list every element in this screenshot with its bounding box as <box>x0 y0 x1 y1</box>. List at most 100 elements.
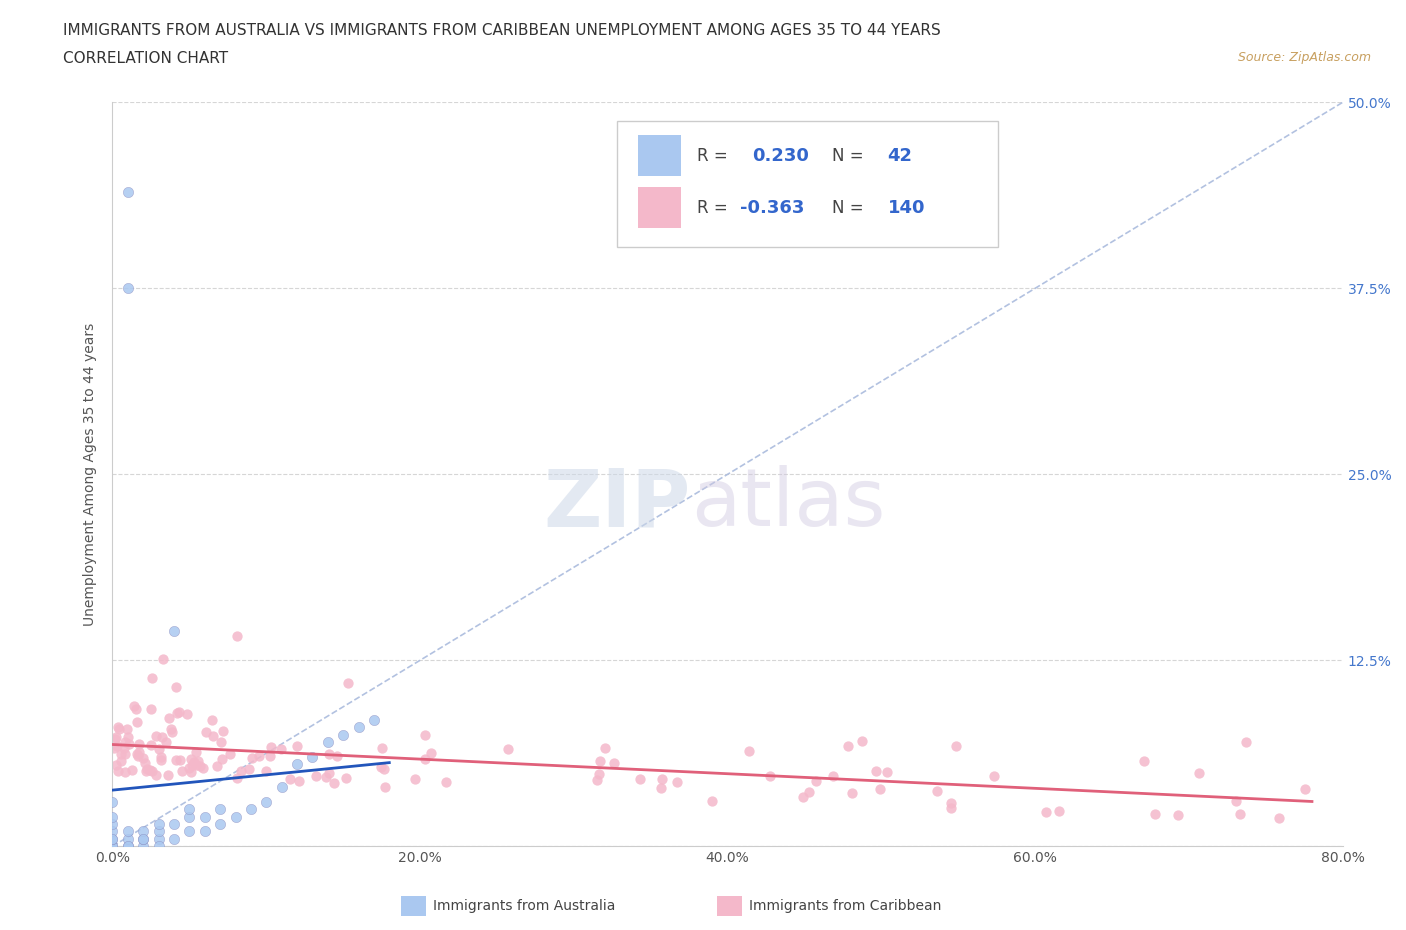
Point <box>851 733 873 748</box>
Point <box>759 769 782 784</box>
Point <box>176 707 198 722</box>
Point <box>260 740 283 755</box>
Text: N =: N = <box>832 147 869 165</box>
Point <box>163 831 186 846</box>
Point <box>869 782 891 797</box>
Text: Immigrants from Caribbean: Immigrants from Caribbean <box>749 898 942 913</box>
Point <box>149 750 172 764</box>
Point <box>278 772 301 787</box>
Point <box>157 767 180 782</box>
Point <box>139 701 162 716</box>
Point <box>104 731 127 746</box>
Point <box>434 775 457 790</box>
Point <box>117 839 139 854</box>
Text: R =: R = <box>697 199 733 217</box>
Point <box>118 737 141 751</box>
Point <box>110 747 132 762</box>
Point <box>169 753 191 768</box>
Point <box>287 738 309 753</box>
Point <box>318 747 340 762</box>
Point <box>170 763 193 777</box>
Point <box>148 824 170 839</box>
Text: 0.230: 0.230 <box>752 147 808 165</box>
Point <box>114 747 136 762</box>
Point <box>160 721 183 736</box>
Point <box>588 753 610 768</box>
Point <box>1047 804 1070 819</box>
Point <box>180 764 202 779</box>
Point <box>101 817 124 831</box>
Point <box>121 763 143 777</box>
Point <box>179 809 201 824</box>
Point <box>101 839 124 854</box>
Point <box>191 760 214 775</box>
Point <box>117 730 139 745</box>
Point <box>179 760 201 775</box>
Point <box>107 764 129 778</box>
Point <box>141 764 163 778</box>
Point <box>242 751 264 765</box>
Point <box>122 698 145 713</box>
Point <box>148 741 170 756</box>
Point <box>925 783 948 798</box>
Point <box>1035 804 1057 819</box>
Text: IMMIGRANTS FROM AUSTRALIA VS IMMIGRANTS FROM CARIBBEAN UNEMPLOYMENT AMONG AGES 3: IMMIGRANTS FROM AUSTRALIA VS IMMIGRANTS … <box>63 23 941 38</box>
Point <box>254 794 277 809</box>
Point <box>496 742 519 757</box>
Point <box>219 747 242 762</box>
Point <box>420 746 443 761</box>
Point <box>270 779 292 794</box>
Point <box>194 809 217 824</box>
Point <box>326 749 349 764</box>
Point <box>823 768 845 783</box>
Point <box>114 764 136 779</box>
Point <box>110 754 132 769</box>
Text: 42: 42 <box>887 147 912 165</box>
Point <box>225 629 247 644</box>
Point <box>225 809 247 824</box>
Point <box>166 706 188 721</box>
Point <box>792 790 814 804</box>
Point <box>301 750 323 764</box>
Point <box>1229 806 1251 821</box>
Point <box>141 671 163 685</box>
Point <box>117 184 139 199</box>
Text: 140: 140 <box>887 199 925 217</box>
Point <box>104 758 127 773</box>
Point <box>332 727 354 742</box>
Point <box>165 680 187 695</box>
Point <box>139 763 162 777</box>
Point <box>148 817 170 831</box>
Point <box>132 831 155 846</box>
Point <box>841 786 863 801</box>
Point <box>125 715 148 730</box>
FancyBboxPatch shape <box>617 121 998 247</box>
Point <box>347 720 370 735</box>
Point <box>837 738 859 753</box>
Point <box>1143 806 1166 821</box>
Point <box>160 724 183 739</box>
Point <box>413 751 436 766</box>
Point <box>602 756 624 771</box>
Point <box>103 741 125 756</box>
Point <box>127 749 149 764</box>
Point <box>876 764 898 779</box>
Point <box>229 764 252 778</box>
Point <box>202 728 225 743</box>
Point <box>194 824 217 839</box>
Point <box>865 764 887 778</box>
Point <box>702 793 724 808</box>
Point <box>187 754 209 769</box>
Point <box>145 728 167 743</box>
Point <box>247 749 270 764</box>
Point <box>335 771 357 786</box>
Point <box>179 824 201 839</box>
Point <box>125 702 148 717</box>
Point <box>305 768 328 783</box>
Text: -0.363: -0.363 <box>740 199 804 217</box>
Point <box>114 735 136 750</box>
Point <box>945 738 967 753</box>
Point <box>107 722 129 737</box>
Point <box>141 737 163 752</box>
Point <box>315 769 337 784</box>
